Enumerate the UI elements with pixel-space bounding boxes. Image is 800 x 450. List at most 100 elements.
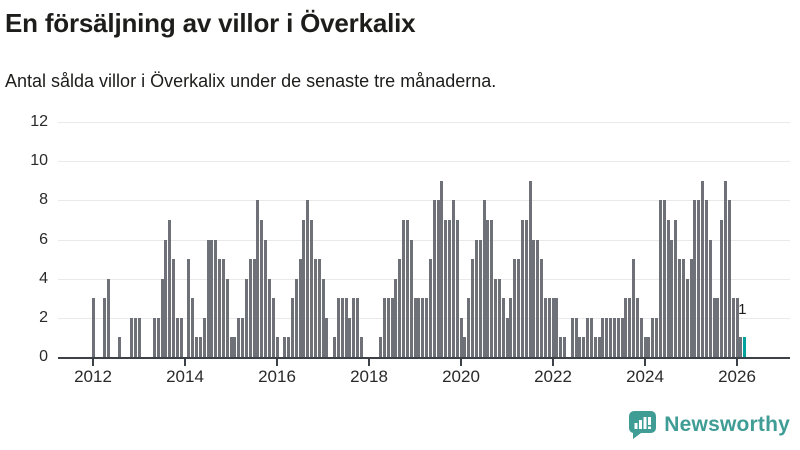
bar	[386, 298, 390, 357]
bar	[474, 239, 478, 357]
bar	[382, 298, 386, 357]
bar	[459, 317, 463, 357]
x-axis-tick	[184, 359, 186, 366]
bar	[195, 337, 198, 357]
bar	[394, 278, 398, 357]
bar	[317, 259, 321, 357]
gridline	[58, 161, 790, 163]
bar	[505, 317, 509, 357]
bar	[432, 200, 436, 357]
bar	[739, 337, 743, 357]
x-axis-tick	[92, 359, 94, 366]
x-axis-tick	[644, 359, 646, 366]
bar	[647, 337, 651, 357]
bar	[302, 219, 306, 357]
bar	[256, 200, 260, 357]
bar	[129, 317, 133, 357]
bar	[712, 298, 716, 357]
bar	[624, 298, 628, 357]
bar	[390, 298, 394, 357]
bar	[402, 219, 405, 357]
newsworthy-chart-bubble-icon	[628, 410, 657, 440]
bar	[520, 219, 524, 357]
bar	[225, 278, 229, 357]
bar	[697, 200, 701, 357]
x-axis-line	[58, 357, 790, 359]
bar	[678, 259, 681, 357]
bar	[340, 298, 344, 357]
bar	[586, 317, 589, 357]
bar	[172, 259, 175, 357]
bar	[298, 259, 302, 357]
bar	[670, 239, 674, 357]
x-axis-tick	[460, 359, 462, 366]
bar	[321, 278, 325, 357]
bar	[643, 337, 647, 357]
bar	[233, 337, 237, 357]
bar	[455, 219, 459, 357]
bar	[570, 317, 574, 357]
bar	[175, 317, 179, 357]
bar	[497, 278, 501, 357]
bar	[724, 180, 727, 357]
bar	[547, 298, 551, 357]
bar	[635, 298, 639, 357]
bar	[582, 337, 586, 357]
bar	[313, 259, 317, 357]
y-axis-tick-label: 0	[39, 348, 48, 365]
x-axis-tick-label: 2020	[442, 367, 480, 386]
bar	[524, 219, 528, 357]
bar	[306, 200, 310, 357]
bar	[574, 317, 578, 357]
bar	[198, 337, 202, 357]
bar	[701, 180, 704, 357]
bar	[267, 278, 271, 357]
bar	[137, 317, 141, 357]
bar	[244, 278, 248, 357]
bar	[221, 259, 225, 357]
bar	[359, 337, 363, 357]
bar	[133, 317, 137, 357]
x-axis-tick-label: 2022	[534, 367, 572, 386]
bar	[612, 317, 616, 357]
bar	[417, 298, 421, 357]
bar	[658, 200, 662, 357]
bar	[463, 337, 467, 357]
bar	[727, 200, 731, 357]
bar	[405, 219, 409, 357]
bar	[156, 317, 160, 357]
bar	[118, 337, 122, 357]
bar	[229, 337, 233, 357]
x-axis-tick	[736, 359, 738, 366]
bar	[517, 259, 520, 357]
bar	[735, 298, 739, 357]
newsworthy-logo[interactable]: Newsworthy	[628, 408, 790, 442]
x-axis-tick	[368, 359, 370, 366]
bar	[152, 317, 156, 357]
y-axis-tick-label: 2	[39, 308, 48, 326]
bar	[543, 298, 547, 357]
bar	[214, 239, 218, 357]
bar	[264, 239, 267, 357]
bar	[428, 259, 432, 357]
bar	[241, 317, 244, 357]
y-axis-tick-label: 6	[39, 230, 48, 248]
bar	[540, 259, 543, 357]
bar	[681, 259, 685, 357]
bar	[482, 200, 486, 357]
bar	[593, 337, 597, 357]
chart-subtitle: Antal sålda villor i Överkalix under de …	[5, 71, 497, 91]
bar	[294, 278, 298, 357]
bar	[528, 180, 532, 357]
bar	[333, 337, 336, 357]
bar	[106, 278, 110, 357]
chart-title: En försäljning av villor i Överkalix	[5, 8, 416, 38]
bar	[628, 298, 632, 357]
bar	[674, 219, 678, 357]
bar	[179, 317, 183, 357]
bar	[160, 278, 164, 357]
x-axis-tick-label: 2016	[258, 367, 296, 386]
bar	[563, 337, 566, 357]
bar	[601, 317, 605, 357]
